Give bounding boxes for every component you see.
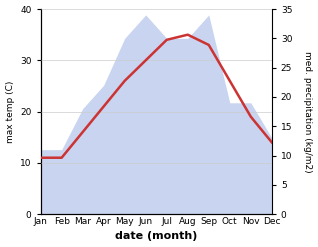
Y-axis label: max temp (C): max temp (C) [5, 80, 15, 143]
X-axis label: date (month): date (month) [115, 231, 197, 242]
Y-axis label: med. precipitation (kg/m2): med. precipitation (kg/m2) [303, 51, 313, 172]
